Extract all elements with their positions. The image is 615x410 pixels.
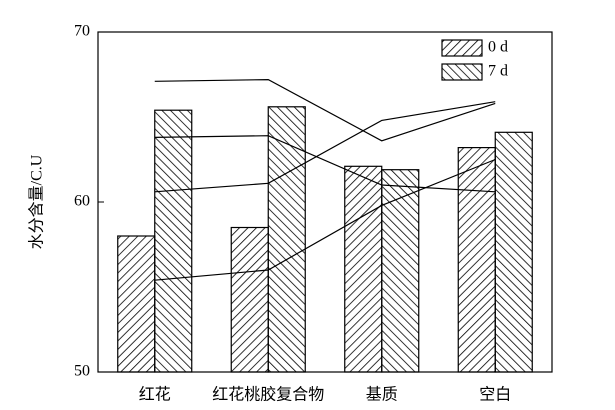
bar [117, 235, 156, 373]
x-tick-label: 红花桃胶复合物 [212, 386, 324, 404]
bar [230, 226, 269, 373]
x-tick-label: 基质 [366, 386, 398, 404]
bar [154, 109, 193, 373]
y-axis-label: 水分含量/C.U [28, 154, 46, 249]
x-tick-label: 空白 [479, 386, 511, 404]
y-tick-label: 70 [74, 23, 90, 40]
legend-label: 0 d [488, 39, 508, 56]
bar [381, 169, 420, 373]
line [154, 78, 496, 142]
line [154, 101, 496, 193]
bar [344, 165, 383, 373]
line [154, 135, 496, 193]
x-tick-label: 红花 [139, 386, 171, 404]
bar [267, 106, 306, 373]
legend-swatch [441, 39, 483, 57]
y-tick-label: 50 [74, 363, 90, 380]
y-tick-label: 60 [74, 193, 90, 210]
bar [457, 147, 496, 373]
line [154, 158, 496, 281]
legend-swatch [441, 63, 483, 81]
bar [494, 131, 533, 373]
legend-label: 7 d [488, 63, 508, 80]
